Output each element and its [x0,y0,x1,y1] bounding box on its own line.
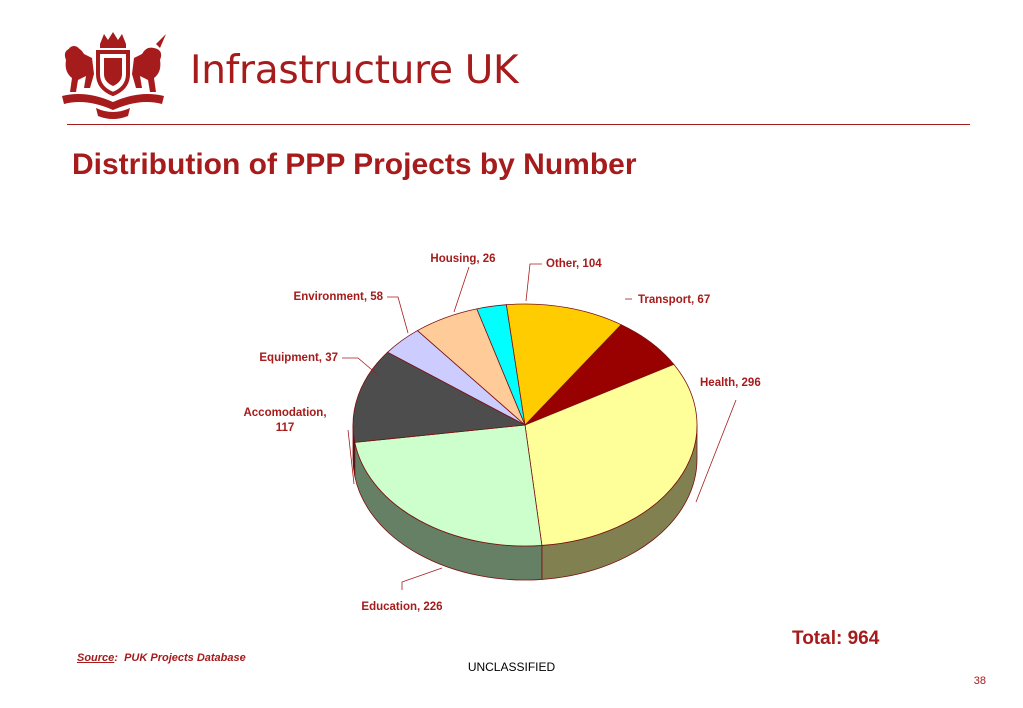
page-number: 38 [973,675,986,687]
slice-label-housing: Housing, 26 [430,253,495,265]
slice-label-transport: Transport, 67 [638,294,710,306]
header-divider [67,124,970,125]
pie-chart: Transport, 67 Health, 296 Education, 226 Ac… [243,253,760,613]
total-label: Total: 964 [792,628,880,649]
pie-slice-health [524,363,698,546]
slice-label-environment: Environment, 58 [294,291,384,303]
pie-labels: Transport, 67 Health, 296 Education, 226 Ac… [243,253,760,613]
leader-line-housing [453,266,470,313]
classification-label: UNCLASSIFIED [467,660,556,674]
pie-slice-accomodation [352,351,527,443]
source-text: PUK Projects Database [124,652,246,664]
pie-slice-education [354,424,543,547]
pie-slice-other [505,303,622,426]
royal-crest-logo [62,32,166,119]
pie-tops [352,303,698,547]
source-label: Source [77,652,115,664]
header: Infrastructure UK [0,0,1023,130]
slice-label-accomodation: Accomodation, 117 [243,407,326,434]
slice-label-education: Education, 226 [361,601,442,613]
source-note: Source: PUK Projects Database [77,652,246,664]
page-title: Distribution of PPP Projects by Number [72,148,637,181]
leader-line-education [401,567,443,590]
slice-label-equipment: Equipment, 37 [259,352,338,364]
slice-label-other: Other, 104 [546,258,602,270]
org-name: Infrastructure UK [190,48,519,93]
leader-line-other [525,263,542,302]
leader-line-environment [387,296,409,334]
leader-line-equipment [342,357,379,376]
slice-label-health: Health, 296 [700,377,761,389]
leader-line-health [695,399,737,503]
leader-line-accomodation [347,429,355,485]
